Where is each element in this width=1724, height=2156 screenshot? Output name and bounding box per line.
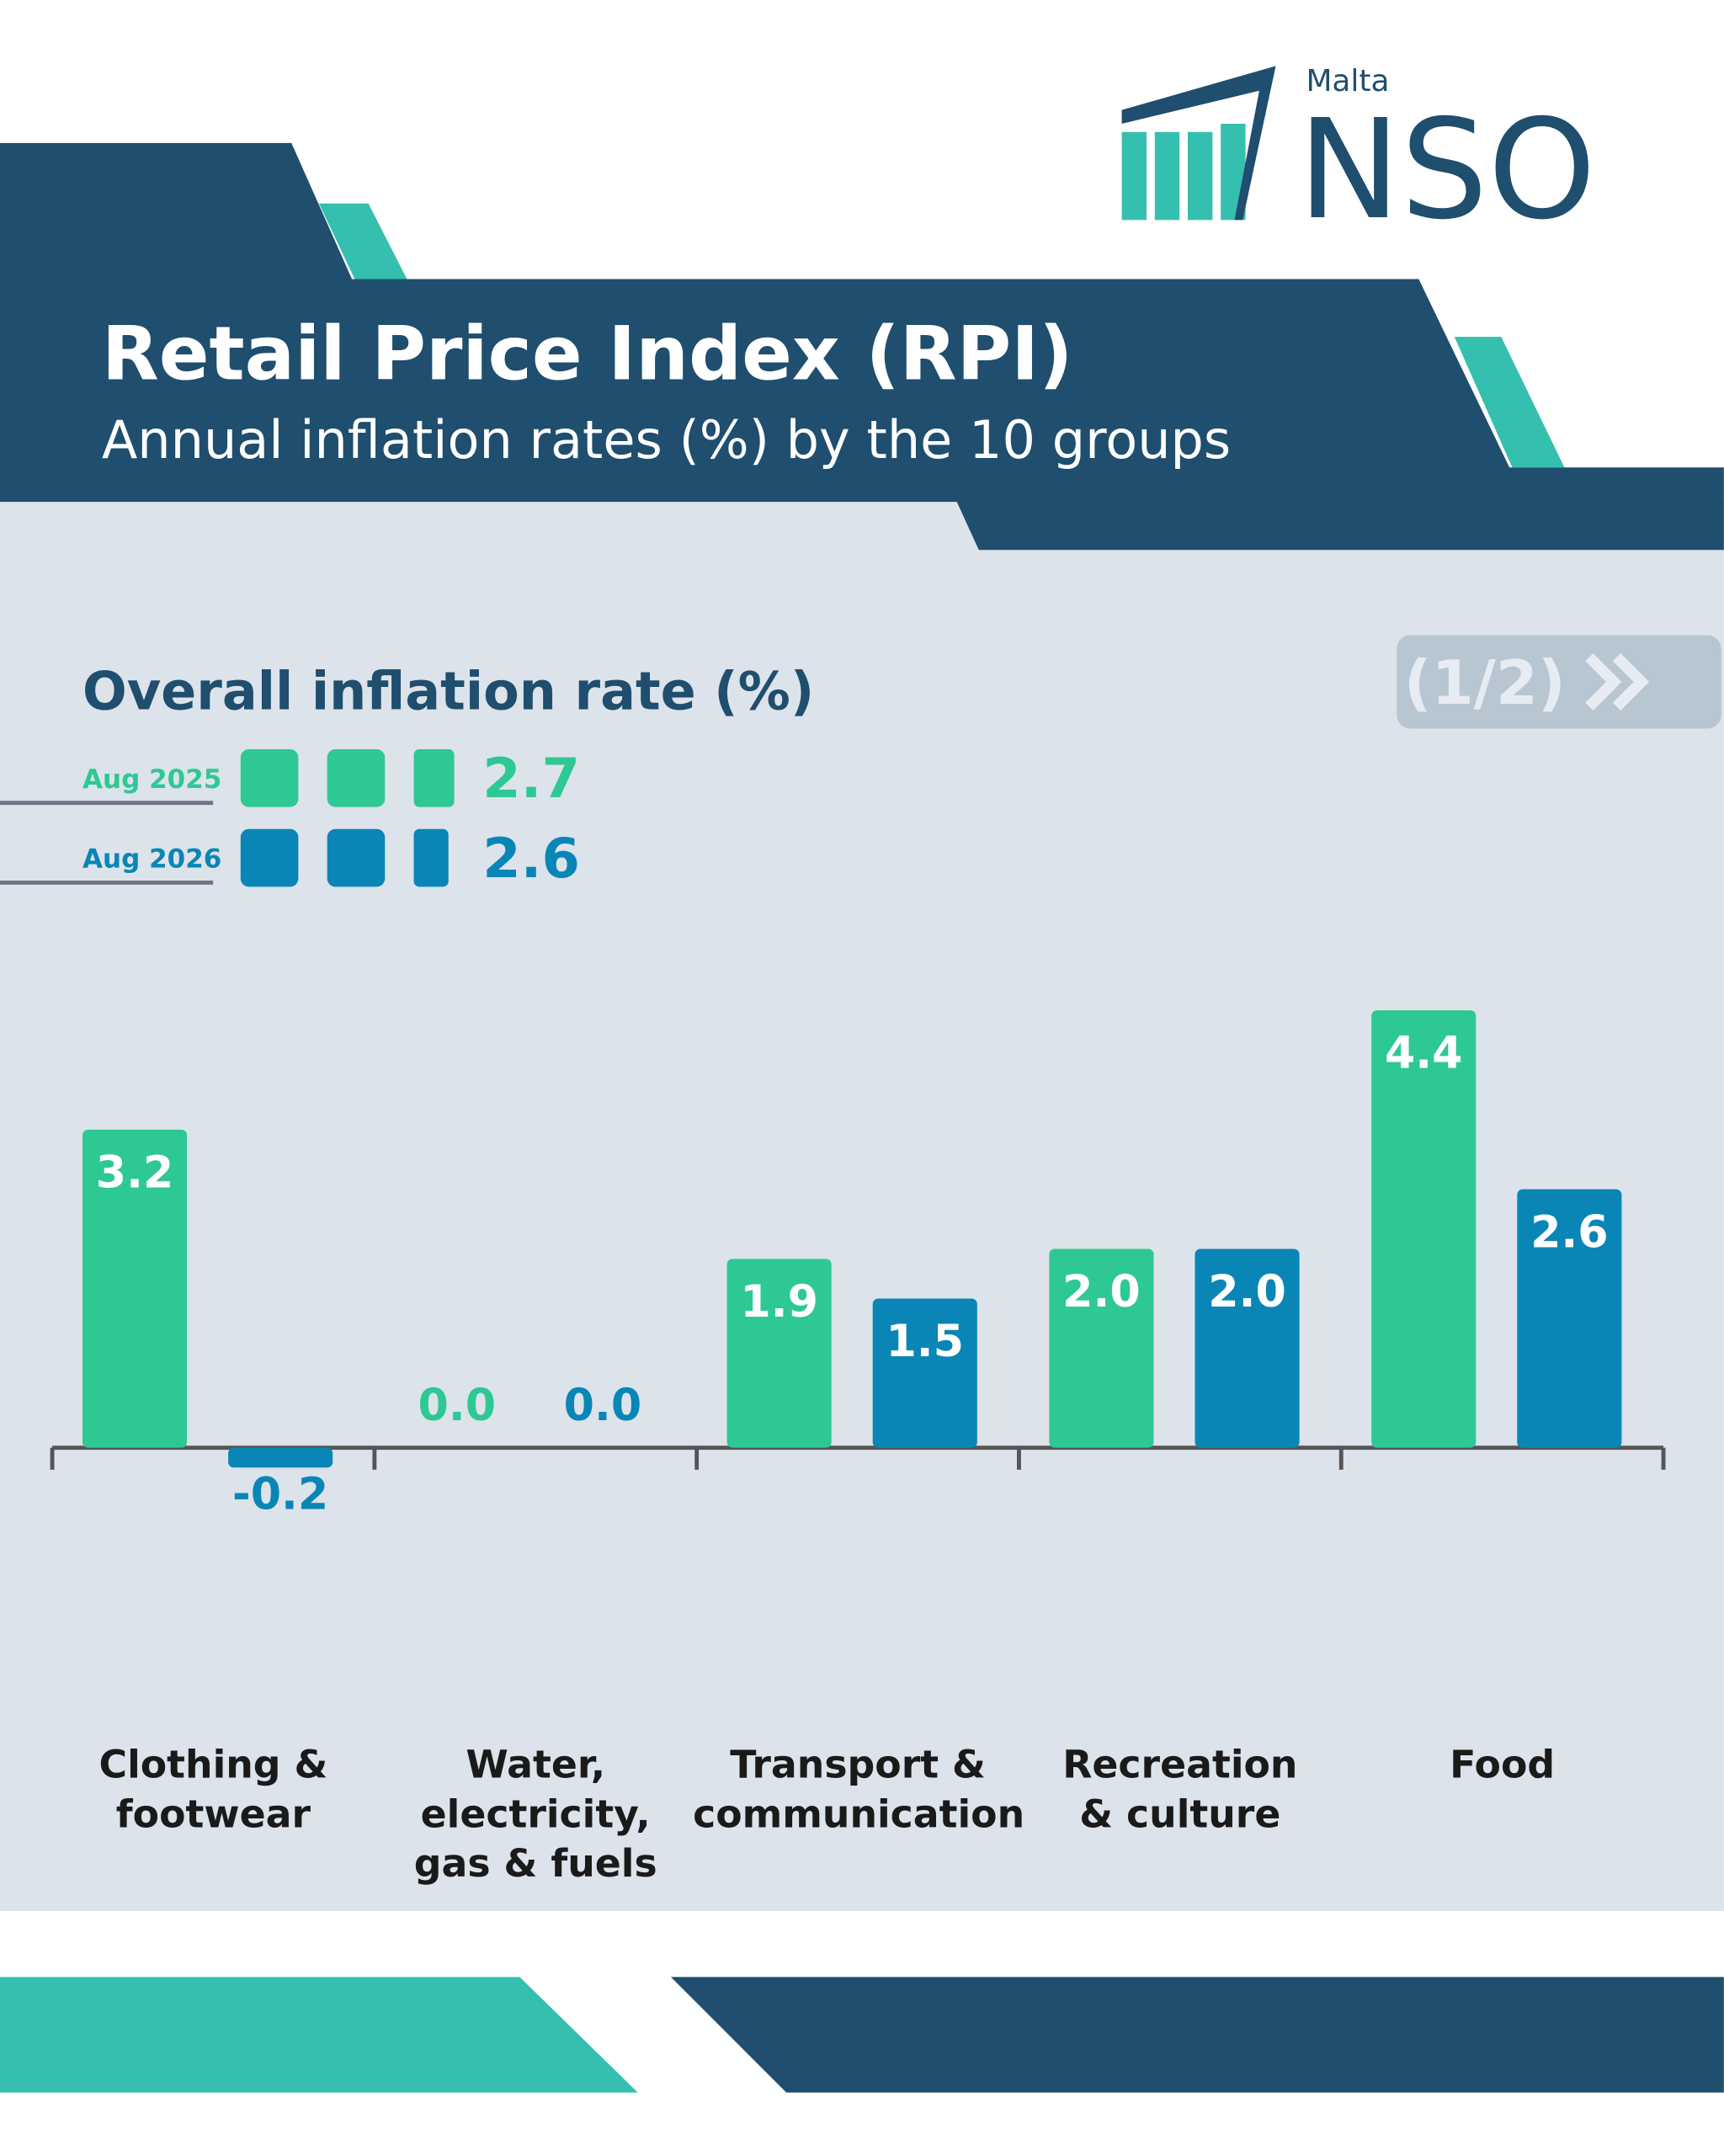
value-label: 1.5	[886, 1317, 964, 1367]
accent	[1454, 337, 1565, 468]
overall-value: 2.6	[482, 827, 580, 891]
legend-label: Aug 2026	[82, 844, 221, 874]
overall-square	[327, 749, 386, 807]
value-label: 1.9	[740, 1277, 818, 1328]
bar	[228, 1447, 333, 1468]
subtitle: Annual inflation rates (%) by the 10 gro…	[102, 409, 1231, 471]
bar	[872, 1298, 977, 1448]
category-label: Water, electricity, gas & fuels	[413, 1742, 657, 1887]
footer-accent	[0, 1977, 638, 2093]
footer-band	[670, 1977, 1724, 2093]
legend-label: Aug 2025	[82, 764, 221, 795]
category-label: Food	[1450, 1742, 1556, 1788]
logo-mark	[1121, 66, 1276, 221]
value-label: 3.2	[96, 1147, 174, 1198]
accent	[318, 203, 407, 279]
category-label: Clothing & footwear	[98, 1742, 328, 1837]
logo-top: Malta	[1306, 64, 1389, 98]
category-label: Transport & communication	[693, 1742, 1025, 1837]
bar	[726, 1259, 832, 1448]
bar	[1371, 1010, 1477, 1448]
bar	[1049, 1248, 1154, 1448]
value-label: -0.2	[232, 1469, 328, 1520]
value-label: 2.0	[1062, 1267, 1141, 1318]
bar	[82, 1129, 188, 1448]
overall-square	[413, 828, 449, 887]
overall-square	[327, 828, 386, 887]
page-indicator[interactable]: (1/2)	[1404, 647, 1566, 718]
chevron[interactable]	[1585, 653, 1650, 711]
value-label: 0.0	[418, 1381, 497, 1431]
bar	[1195, 1248, 1300, 1448]
overall-square	[240, 828, 299, 887]
title: Retail Price Index (RPI)	[102, 311, 1073, 397]
bar	[1517, 1189, 1622, 1448]
next-button[interactable]	[1397, 635, 1721, 729]
overall-square	[413, 749, 455, 807]
value-label: 2.0	[1208, 1267, 1286, 1318]
value-label: 0.0	[564, 1381, 642, 1431]
category-label: Recreation & culture	[1062, 1742, 1298, 1837]
overall-square	[240, 749, 299, 807]
logo-name: NSO	[1298, 89, 1596, 250]
chart-title: Overall inflation rate (%)	[82, 661, 814, 722]
header-band	[0, 142, 1724, 551]
overall-value: 2.7	[482, 747, 580, 811]
value-label: 2.6	[1530, 1207, 1609, 1258]
value-label: 4.4	[1385, 1029, 1463, 1079]
